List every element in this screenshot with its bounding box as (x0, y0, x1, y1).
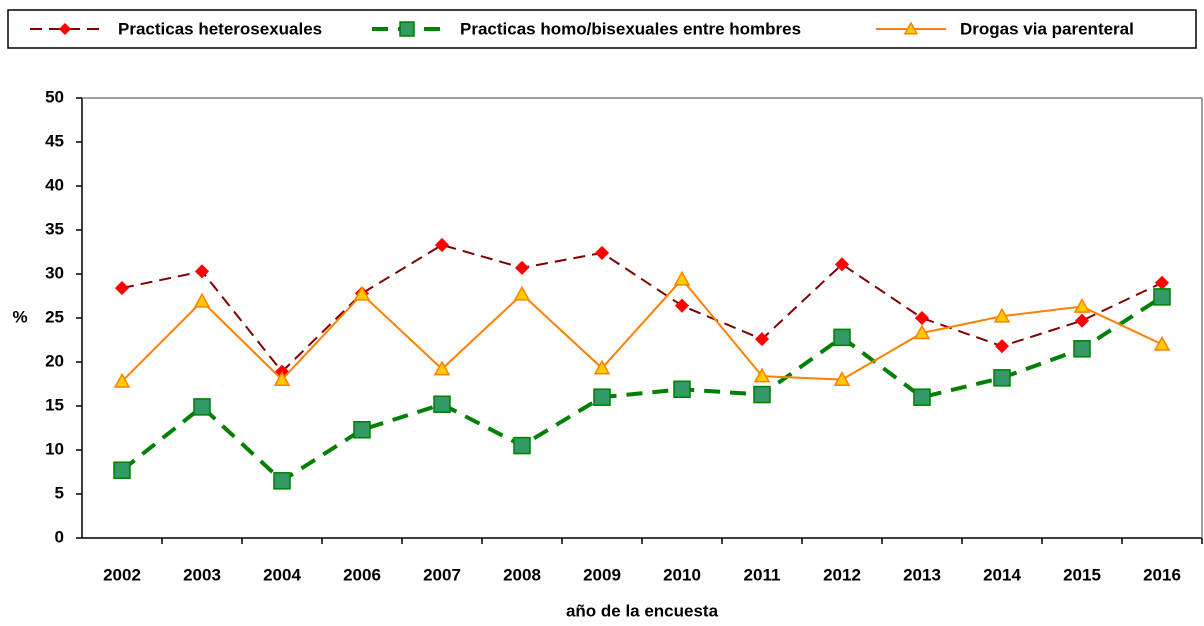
y-tick-label: 45 (45, 131, 64, 150)
y-tick-label: 35 (45, 219, 64, 238)
y-tick-label: 40 (45, 175, 64, 194)
marker (1153, 288, 1171, 306)
marker (193, 398, 211, 416)
y-tick-label: 15 (45, 395, 64, 414)
marker (673, 380, 691, 399)
marker (753, 367, 771, 383)
marker (194, 264, 210, 279)
marker (1074, 313, 1090, 328)
marker (993, 307, 1011, 323)
y-tick-label: 0 (55, 527, 64, 546)
marker (513, 436, 531, 455)
marker (114, 281, 130, 296)
marker (593, 388, 611, 406)
x-tick-label: 2006 (343, 565, 381, 584)
x-tick-label: 2008 (503, 565, 541, 584)
marker (433, 360, 451, 376)
x-tick-label: 2002 (103, 565, 141, 584)
marker (673, 270, 691, 286)
series-line (121, 243, 1163, 374)
x-tick-label: 2016 (1143, 565, 1181, 584)
y-tick-label: 5 (55, 483, 64, 502)
marker (1073, 298, 1091, 313)
marker (434, 237, 450, 253)
x-tick-label: 2012 (823, 565, 861, 584)
marker (513, 285, 531, 301)
marker (273, 371, 291, 386)
marker (113, 461, 131, 479)
x-tick-label: 2010 (663, 565, 701, 584)
x-axis-label: año de la encuesta (566, 601, 719, 620)
legend-marker (58, 22, 72, 36)
legend-label: Practicas heterosexuales (118, 19, 322, 38)
marker (914, 310, 930, 326)
y-tick-label: 20 (45, 351, 64, 370)
marker (433, 395, 451, 413)
marker (273, 472, 291, 490)
marker (1153, 335, 1171, 351)
marker (353, 421, 371, 439)
marker (994, 339, 1010, 354)
y-tick-label: 25 (45, 307, 64, 326)
marker (113, 372, 131, 388)
marker (753, 385, 771, 404)
marker (193, 292, 211, 308)
y-tick-label: 50 (45, 87, 64, 106)
marker (833, 328, 851, 347)
y-tick-label: 10 (45, 439, 64, 458)
legend-label: Drogas via parenteral (960, 19, 1134, 38)
legend-label: Practicas homo/bisexuales entre hombres (460, 19, 801, 38)
marker (353, 285, 371, 301)
marker (1154, 275, 1170, 290)
x-tick-label: 2015 (1063, 565, 1101, 584)
series-line (121, 277, 1163, 383)
marker (594, 245, 610, 260)
marker (993, 369, 1011, 387)
marker (674, 298, 690, 313)
x-tick-label: 2003 (183, 565, 221, 584)
marker (514, 260, 530, 275)
legend-box (7, 9, 1197, 49)
marker (754, 332, 770, 347)
y-axis-label: % (12, 307, 27, 326)
x-tick-label: 2014 (983, 565, 1021, 584)
x-tick-label: 2004 (263, 565, 301, 584)
marker (1073, 340, 1091, 358)
x-tick-label: 2011 (744, 565, 781, 584)
x-tick-label: 2009 (583, 565, 621, 584)
x-tick-label: 2007 (423, 565, 461, 584)
series-line (120, 295, 1164, 484)
marker (913, 388, 931, 406)
marker (913, 324, 931, 340)
x-tick-label: 2013 (903, 565, 941, 584)
marker (833, 371, 851, 386)
legend-marker (903, 21, 919, 35)
legend-marker (399, 21, 415, 37)
marker (593, 359, 611, 375)
y-tick-label: 30 (45, 263, 64, 282)
marker (834, 257, 850, 272)
